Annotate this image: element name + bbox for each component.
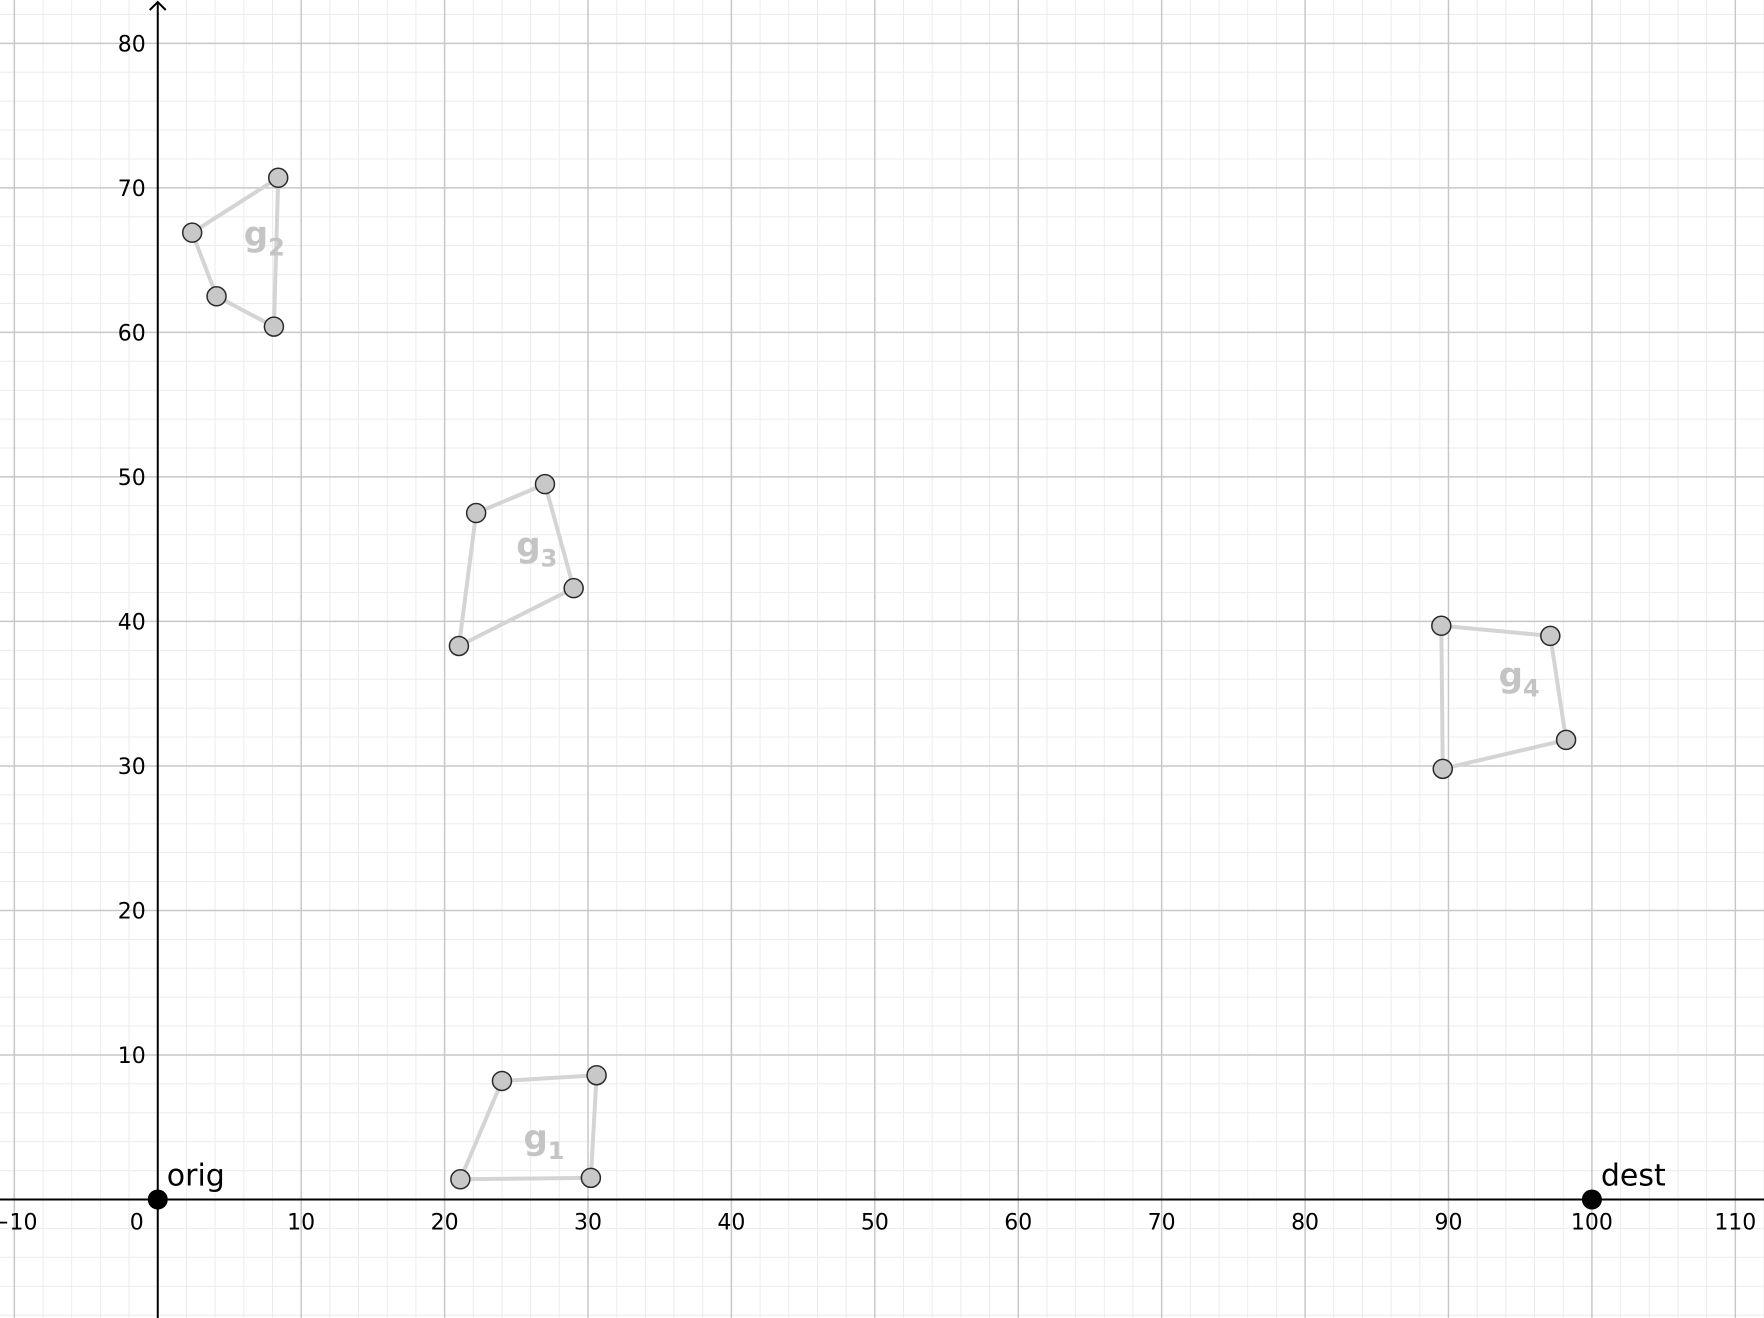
- polygon-label: g2: [244, 215, 285, 262]
- y-tick-label: 70: [118, 177, 146, 202]
- point-marker[interactable]: [1581, 1189, 1602, 1210]
- x-tick-label: 30: [574, 1210, 602, 1235]
- polygon-vertex[interactable]: [491, 1070, 513, 1092]
- x-tick-labels: −10 0 10 20 30 40 50 60 70 80 90 100 110: [0, 1210, 1756, 1235]
- polygon-vertex[interactable]: [465, 502, 487, 524]
- x-tick-label: −10: [0, 1210, 38, 1235]
- polygon-vertex[interactable]: [181, 222, 203, 243]
- x-tick-label: 20: [431, 1210, 459, 1235]
- polygon-label: g1: [523, 1118, 564, 1165]
- polygon-vertex[interactable]: [534, 473, 556, 495]
- polygon-label: g3: [516, 525, 557, 572]
- polygons: g1 g2 g3 g4: [181, 167, 1577, 1190]
- y-tick-label: 80: [118, 32, 146, 57]
- polygon-vertex[interactable]: [1555, 729, 1577, 751]
- x-tick-label: 100: [1571, 1210, 1613, 1235]
- point-label: dest: [1601, 1158, 1666, 1193]
- polygon-vertex[interactable]: [263, 316, 285, 337]
- polygon-g1: g1: [450, 1064, 607, 1190]
- x-tick-label: 10: [287, 1210, 315, 1235]
- polygon-vertex[interactable]: [267, 167, 289, 189]
- point-marker[interactable]: [147, 1189, 168, 1210]
- point-dest[interactable]: dest: [1581, 1158, 1666, 1210]
- polygon-g4: g4: [1431, 615, 1577, 780]
- x-tick-label: 0: [130, 1210, 144, 1235]
- point-orig[interactable]: orig: [147, 1158, 225, 1210]
- polygon-vertex[interactable]: [448, 635, 470, 657]
- x-tick-label: 70: [1148, 1210, 1176, 1235]
- y-tick-label: 50: [118, 466, 146, 491]
- x-tick-label: 80: [1291, 1210, 1319, 1235]
- y-axis-arrow: [149, 0, 167, 11]
- polygon-g3: g3: [448, 473, 584, 657]
- y-tick-label: 20: [118, 899, 146, 924]
- polygon-vertex[interactable]: [586, 1064, 607, 1086]
- y-tick-label: 10: [118, 1044, 146, 1069]
- polygon-label: g4: [1499, 655, 1540, 702]
- polygon-vertex[interactable]: [580, 1167, 602, 1189]
- x-tick-label: 90: [1434, 1210, 1462, 1235]
- x-tick-label: 50: [861, 1210, 889, 1235]
- polygon-vertex[interactable]: [450, 1169, 471, 1190]
- polygon-g2: g2: [181, 167, 289, 337]
- polygon-vertex[interactable]: [1432, 758, 1454, 780]
- x-tick-label: 60: [1004, 1210, 1032, 1235]
- polygon-edge: [1439, 623, 1569, 771]
- y-tick-label: 30: [118, 755, 146, 780]
- polygon-vertex[interactable]: [1431, 615, 1452, 637]
- polygon-vertex[interactable]: [1540, 625, 1561, 647]
- x-tick-label: 40: [717, 1210, 745, 1235]
- y-tick-label: 40: [118, 610, 146, 635]
- y-tick-label: 60: [118, 321, 146, 346]
- polygon-vertex[interactable]: [206, 286, 227, 307]
- y-tick-labels: 10 20 30 40 50 60 70 80: [118, 32, 146, 1069]
- x-tick-label: 110: [1714, 1210, 1756, 1235]
- point-label: orig: [167, 1158, 225, 1193]
- points: orig dest: [147, 1158, 1666, 1210]
- polygon-vertex[interactable]: [563, 577, 584, 599]
